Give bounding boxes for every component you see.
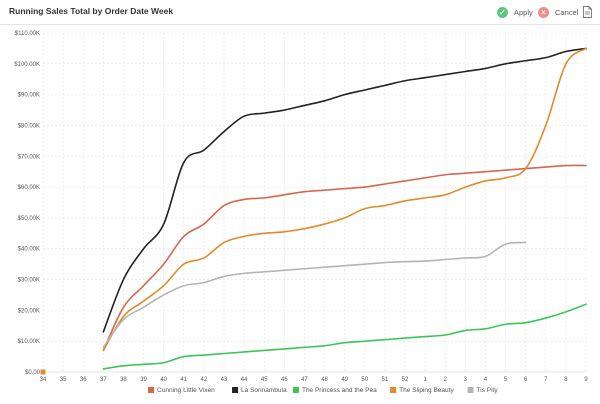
series-point-the-sliping-beauty — [40, 369, 46, 375]
y-tick-label: $40.00K — [18, 247, 40, 253]
line-chart: $0.00 $10.00K $20.00K $30.00K $40.00K $50.00K… — [14, 31, 589, 394]
x-tick-label: 8 — [564, 377, 568, 383]
y-tick-label: $30.00K — [18, 278, 40, 284]
legend-label-the-sliping-beauty: The Sliping Beauty — [399, 387, 454, 394]
x-tick-label: 36 — [80, 377, 87, 383]
x-tick-label: 34 — [40, 377, 47, 383]
legend-label-the-princess-and-the-pea: The Princess and the Pea — [302, 387, 377, 394]
x-tick-label: 48 — [321, 377, 328, 383]
x-tick-label: 6 — [524, 377, 528, 383]
x-tick-label: 51 — [382, 377, 389, 383]
y-tick-label: $70.00K — [18, 154, 40, 160]
legend-label-cunning-little-vixen: Cunning Little Vixen — [157, 387, 215, 394]
series-line-cunning-little-vixen — [102, 164, 587, 352]
series-line-la-sonnambula — [102, 47, 587, 333]
check-icon: ✓ — [497, 6, 508, 18]
x-tick-label: 35 — [60, 377, 67, 383]
grid — [42, 32, 587, 373]
x-tick-label: 3 — [464, 377, 468, 383]
x-tick-label: 5 — [504, 377, 508, 383]
apply-button[interactable]: ✓ Apply — [497, 4, 533, 20]
legend-swatch-la-sonnambula — [232, 387, 239, 393]
apply-label: Apply — [514, 7, 533, 17]
x-tick-label: 4 — [484, 377, 488, 383]
cancel-label: Cancel — [555, 7, 579, 17]
y-tick-label: $80.00K — [18, 123, 40, 129]
series-line-the-princess-and-the-pea — [102, 303, 587, 370]
x-tick-label: 40 — [160, 377, 167, 383]
legend-swatch-cunning-little-vixen — [148, 387, 155, 393]
series-line-the-sliping-beauty — [102, 47, 587, 352]
x-tick-label: 9 — [584, 377, 588, 383]
x-tick-label: 2 — [444, 377, 448, 383]
export-button[interactable] — [583, 4, 592, 20]
y-axis: $0.00 $10.00K $20.00K $30.00K $40.00K $50.00K… — [14, 31, 40, 376]
x-tick-label: 39 — [140, 377, 147, 383]
x-tick-label: 7 — [544, 377, 548, 383]
x-tick-label: 41 — [180, 377, 187, 383]
x-axis: 34 35 36 37 38 39 40 41 42 43 44 45 46 47 48 49 50 51 52 1 2… — [40, 377, 589, 383]
y-tick-label: $110.00K — [15, 31, 40, 37]
x-tick-label: 37 — [100, 377, 107, 383]
y-tick-label: $10.00K — [18, 339, 40, 345]
chart-header: Running Sales Total by Order Date Week ✓… — [0, 0, 600, 25]
cancel-button[interactable]: × Cancel — [538, 4, 578, 20]
x-tick-label: 49 — [341, 377, 348, 383]
x-tick-label: 46 — [281, 377, 288, 383]
y-tick-label: $60.00K — [18, 185, 40, 191]
legend: Cunning Little Vixen La Sonnambula The Pri… — [148, 387, 498, 394]
x-tick-label: 1 — [423, 377, 427, 383]
legend-swatch-the-sliping-beauty — [390, 387, 397, 393]
y-tick-label: $20.00K — [18, 308, 40, 314]
legend-label-tis-pity: Tis Pity — [477, 387, 499, 394]
x-tick-label: 45 — [261, 377, 268, 383]
x-tick-label: 52 — [402, 377, 409, 383]
y-tick-label: $50.00K — [18, 216, 40, 222]
x-tick-label: 43 — [221, 377, 228, 383]
x-tick-label: 42 — [201, 377, 208, 383]
legend-label-la-sonnambula: La Sonnambula — [241, 387, 287, 394]
legend-swatch-the-princess-and-the-pea — [292, 387, 299, 393]
x-tick-label: 47 — [301, 377, 308, 383]
document-icon — [583, 6, 592, 18]
series-line-tis-pity — [102, 241, 527, 349]
chart-title: Running Sales Total by Order Date Week — [9, 6, 174, 16]
x-tick-label: 44 — [241, 377, 248, 383]
x-tick-label: 50 — [361, 377, 368, 383]
legend-swatch-tis-pity — [467, 387, 474, 393]
y-tick-label: $0.00 — [25, 370, 41, 376]
y-tick-label: $100.00K — [14, 62, 40, 68]
x-tick-label: 38 — [120, 377, 127, 383]
y-tick-label: $90.00K — [18, 93, 40, 99]
close-icon: × — [538, 6, 549, 18]
series-lines — [40, 47, 587, 375]
